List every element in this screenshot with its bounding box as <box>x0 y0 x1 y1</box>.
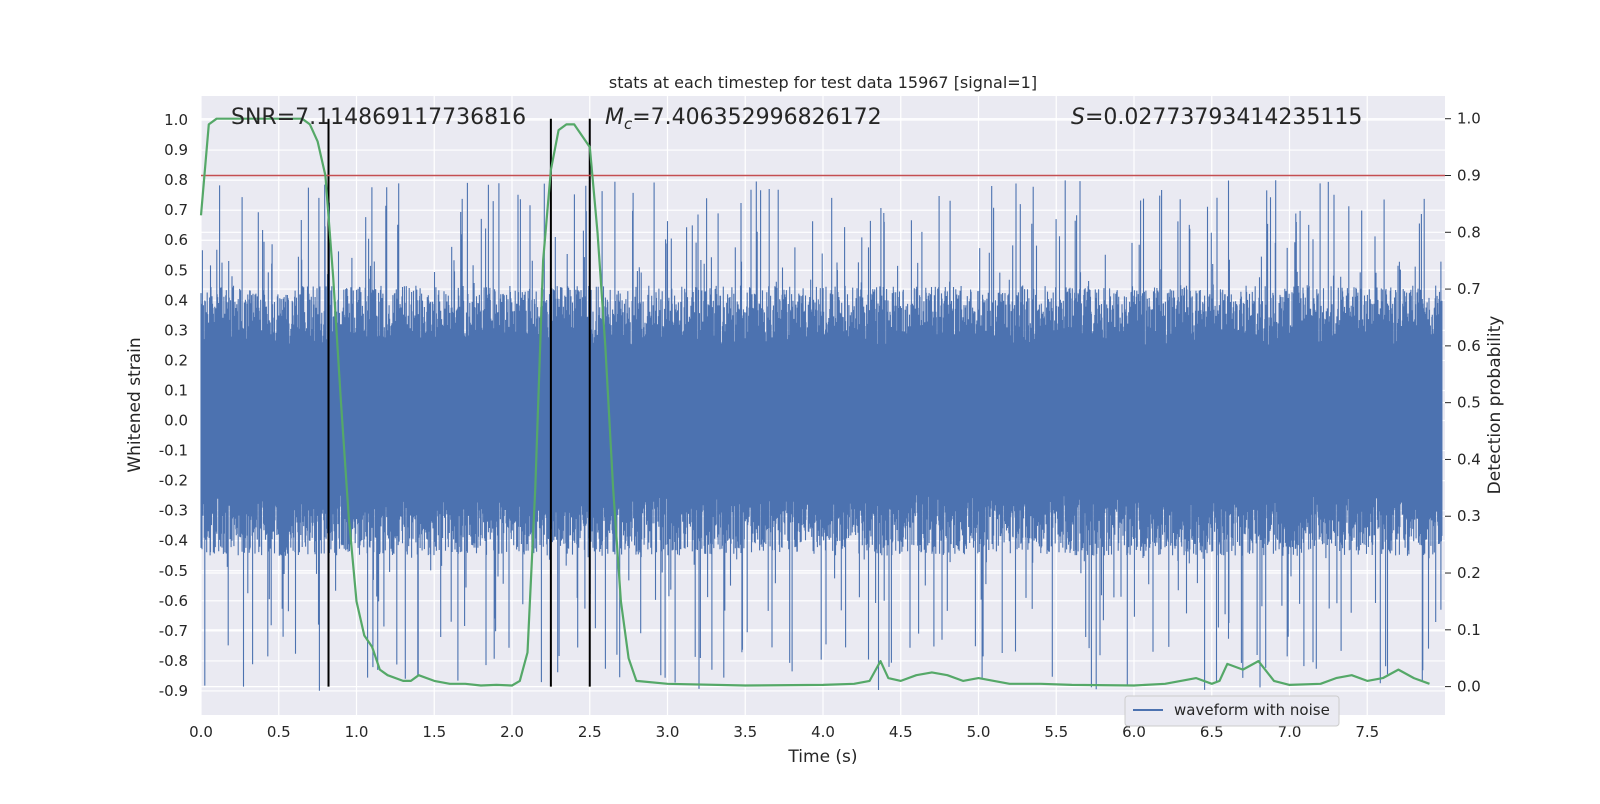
y-tick-label: 0.6 <box>164 231 188 249</box>
y2-tick-label: 0.2 <box>1457 564 1481 582</box>
y2-tick-label: 1.0 <box>1457 110 1481 128</box>
y-tick-label: -0.1 <box>159 442 188 460</box>
y2-tick-label: 0.7 <box>1457 280 1481 298</box>
x-tick-label: 6.0 <box>1122 723 1146 741</box>
y-axis-label: Whitened strain <box>125 337 145 472</box>
x-tick-label: 7.0 <box>1278 723 1302 741</box>
snr-annotation: SNR=7.114869117736816 <box>231 105 526 130</box>
y-tick-label: -0.3 <box>159 502 188 520</box>
y-tick-label: 0.8 <box>164 171 188 189</box>
y2-tick-label: 0.3 <box>1457 507 1481 525</box>
x-tick-label: 5.5 <box>1044 723 1068 741</box>
y-tick-label: -0.8 <box>159 652 188 670</box>
y2-tick-label: 0.8 <box>1457 223 1481 241</box>
y-tick-label: 0.2 <box>164 351 188 369</box>
y-tick-label: -0.9 <box>159 682 188 700</box>
y2-tick-label: 0.0 <box>1457 678 1481 696</box>
y2-tick-label: 0.6 <box>1457 337 1481 355</box>
y-tick-label: 0.3 <box>164 321 188 339</box>
s-symbol: S <box>1071 105 1085 130</box>
y-tick-label: 0.0 <box>164 412 188 430</box>
y-tick-label: 0.4 <box>164 291 188 309</box>
y-tick-label: -0.2 <box>159 472 188 490</box>
x-tick-label: 4.0 <box>811 723 835 741</box>
legend-box <box>1124 695 1340 727</box>
s-value: =0.02773793414235115 <box>1085 105 1362 130</box>
y-tick-label: -0.7 <box>159 622 188 640</box>
strain-trace <box>200 180 1443 691</box>
y2-tick-label: 0.5 <box>1457 394 1481 412</box>
x-tick-label: 6.5 <box>1200 723 1224 741</box>
y2-tick-label: 0.1 <box>1457 621 1481 639</box>
x-tick-label: 1.5 <box>422 723 446 741</box>
x-tick-label: 4.5 <box>889 723 913 741</box>
y2-tick-label: 0.9 <box>1457 167 1481 185</box>
x-tick-label: 2.0 <box>500 723 524 741</box>
x-tick-label: 0.0 <box>189 723 213 741</box>
x-tick-label: 5.0 <box>967 723 991 741</box>
chirp-mass-subscript: c <box>624 115 633 133</box>
probability-series <box>199 117 1430 687</box>
y-tick-label: 0.9 <box>164 141 188 159</box>
x-tick-label: 2.5 <box>578 723 602 741</box>
x-tick-label: 7.5 <box>1355 723 1379 741</box>
axis-ticks: 0.0 0.5 1.0 1.5 2.0 2.5 3.0 3.5 4.0 4.5 5.0 5.5 6.0 6… <box>159 110 1481 741</box>
legend: waveform with noise <box>1124 695 1340 727</box>
y-tick-label: 0.1 <box>164 381 188 399</box>
x-tick-label: 3.0 <box>656 723 680 741</box>
chart-title: stats at each timestep for test data 159… <box>609 73 1037 92</box>
chirp-mass-symbol: M <box>605 105 624 130</box>
y-tick-label: 0.7 <box>164 201 188 219</box>
y2-tick-label: 0.4 <box>1457 450 1481 468</box>
x-tick-label: 3.5 <box>733 723 757 741</box>
s-annotation: S=0.02773793414235115 <box>1071 105 1362 130</box>
probability-curve <box>199 117 1430 687</box>
x-tick-label: 1.0 <box>345 723 369 741</box>
legend-label: waveform with noise <box>1174 701 1330 719</box>
y-tick-label: 1.0 <box>164 111 188 129</box>
chirp-mass-value: =7.406352996826172 <box>632 105 881 130</box>
y-tick-label: -0.6 <box>159 592 188 610</box>
y2-axis-label: Detection probability <box>1485 316 1505 495</box>
strain-series <box>200 180 1443 691</box>
chirp-mass-annotation: Mc=7.406352996826172 <box>605 105 882 133</box>
x-axis-label: Time (s) <box>787 747 857 767</box>
x-tick-label: 0.5 <box>267 723 291 741</box>
y-tick-label: 0.5 <box>164 261 188 279</box>
y-tick-label: -0.5 <box>159 562 188 580</box>
y-tick-label: -0.4 <box>159 532 188 550</box>
